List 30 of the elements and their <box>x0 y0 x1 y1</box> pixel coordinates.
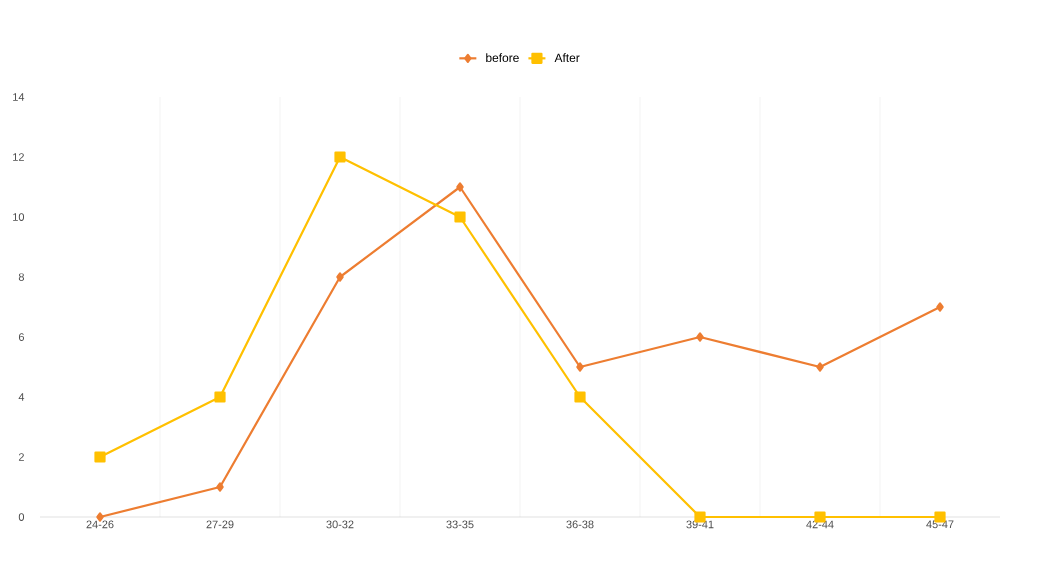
y-tick-label: 12 <box>13 153 24 161</box>
y-tick-label: 0 <box>18 513 25 521</box>
x-tick-label: 33-35 <box>446 520 474 529</box>
x-tick-label: 24-26 <box>86 520 114 529</box>
y-tick-label: 8 <box>18 273 24 281</box>
point <box>336 272 344 282</box>
point <box>334 151 346 163</box>
x-tick-label: 42-44 <box>806 520 834 529</box>
point <box>936 302 944 312</box>
point <box>214 391 226 403</box>
point <box>576 362 584 372</box>
x-tick-label: 36-38 <box>566 520 594 529</box>
point <box>456 182 464 192</box>
y-tick-label: 6 <box>18 333 24 341</box>
y-tick-label: 4 <box>18 393 25 401</box>
x-tick-label: 30-32 <box>326 520 354 529</box>
x-tick-label: 27-29 <box>206 520 234 529</box>
x-tick-label: 39-41 <box>686 520 714 529</box>
legend-label: before <box>486 53 519 63</box>
y-tick-label: 2 <box>18 453 24 461</box>
point <box>454 211 466 223</box>
legend-label: After <box>554 53 580 63</box>
y-tick-label: 10 <box>13 213 25 221</box>
y-tick-label: 14 <box>13 93 25 101</box>
point <box>94 451 106 463</box>
point <box>216 482 224 492</box>
point <box>816 362 824 372</box>
x-tick-label: 45-47 <box>926 520 954 529</box>
point <box>574 391 586 403</box>
point <box>696 332 704 342</box>
